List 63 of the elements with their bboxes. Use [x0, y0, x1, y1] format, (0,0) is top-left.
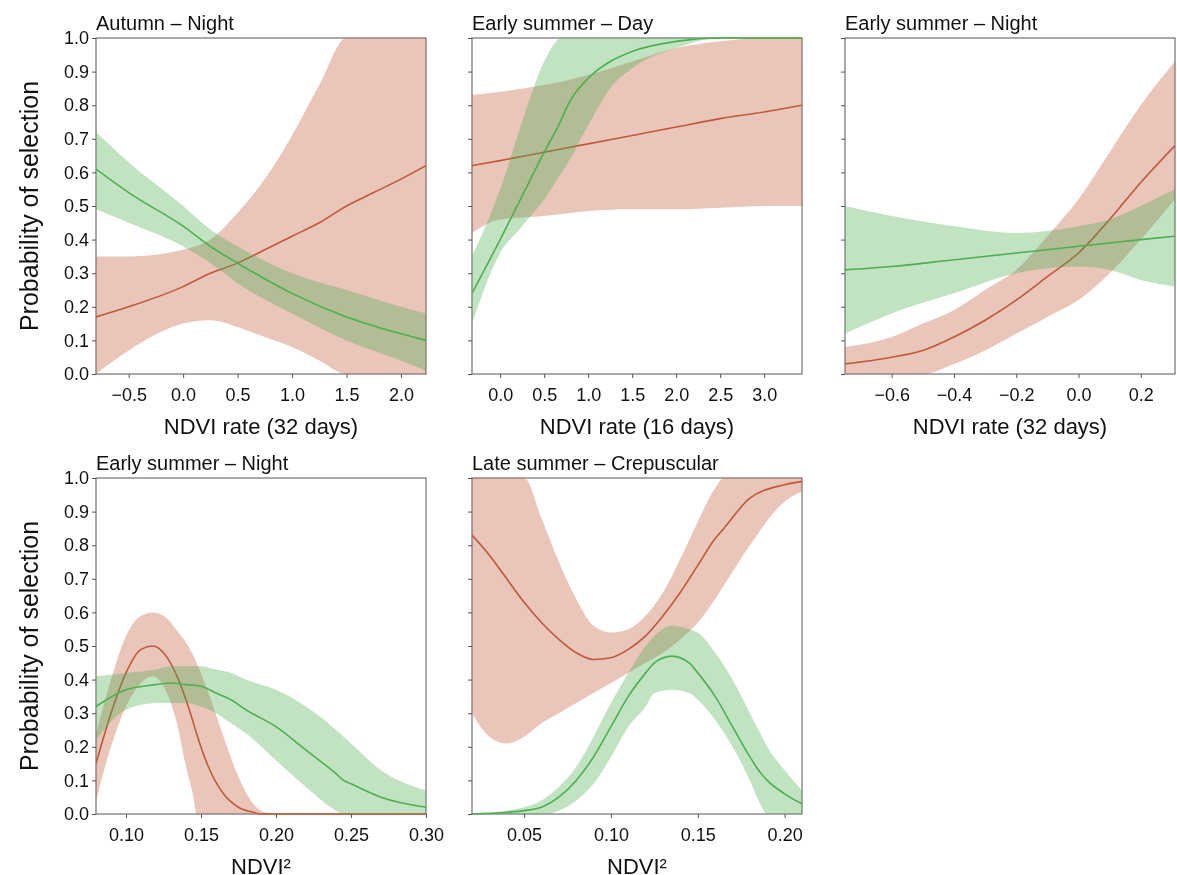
x-axis-title: NDVI rate (32 days) [163, 414, 359, 439]
x-tick-label: 2.0 [388, 384, 414, 405]
y-axis-title: Probability of selection [15, 520, 43, 772]
x-tick-label: 1.0 [280, 384, 306, 405]
y-tick-label: 0.6 [63, 602, 89, 623]
y-tick-label: 0.1 [63, 330, 89, 351]
y-tick-label: 0.3 [63, 703, 89, 724]
x-tick-label: 1.0 [576, 384, 602, 405]
x-tick-label: 1.5 [620, 384, 646, 405]
y-axis-title: Probability of selection [15, 80, 43, 332]
y-tick-label: 0.0 [63, 804, 89, 825]
y-tick-label: 0.2 [63, 297, 89, 318]
x-tick-label: 0.30 [408, 824, 445, 845]
x-tick-label: 0.10 [108, 824, 145, 845]
line-series [96, 168, 426, 342]
x-axis-title: NDVI² [607, 854, 667, 875]
y-tick-label: 0.8 [63, 535, 89, 556]
y-tick-label: 0.5 [63, 636, 89, 657]
chart-title: Early summer – Night [845, 12, 1038, 34]
x-tick-label: 0.2 [1128, 384, 1154, 405]
y-tick-label: 0.4 [63, 669, 89, 690]
x-tick-label: 0.15 [680, 824, 716, 845]
y-tick-label: 0.6 [63, 162, 89, 183]
x-tick-label: 0.20 [258, 824, 295, 845]
y-tick-label: 0.9 [63, 61, 89, 82]
x-tick-label: 0.10 [593, 824, 629, 845]
x-tick-label: 0.15 [183, 824, 220, 845]
x-tick-label: −0.5 [111, 384, 147, 405]
x-tick-label: 3.0 [752, 384, 778, 405]
x-tick-label: 0.0 [1066, 384, 1092, 405]
x-axis-title: NDVI² [231, 854, 291, 875]
y-tick-label: 1.0 [63, 28, 89, 49]
x-tick-label: 0.0 [171, 384, 197, 405]
x-tick-label: 0.25 [333, 824, 370, 845]
x-tick-label: 2.0 [664, 384, 690, 405]
y-tick-label: 0.2 [63, 737, 89, 758]
x-tick-label: −0.4 [936, 384, 973, 405]
x-tick-label: 0.5 [225, 384, 251, 405]
y-tick-label: 0.8 [63, 95, 89, 116]
y-tick-label: 0.1 [63, 770, 89, 791]
chart-title: Late summer – Crepuscular [472, 452, 720, 474]
x-tick-label: −0.6 [874, 384, 910, 405]
y-tick-label: 0.0 [63, 364, 89, 385]
chart-title: Early summer – Day [472, 12, 654, 34]
x-tick-label: 0.20 [767, 824, 803, 845]
y-tick-label: 0.7 [63, 129, 89, 150]
x-tick-label: −0.2 [998, 384, 1035, 405]
y-tick-label: 1.0 [63, 468, 89, 489]
y-tick-label: 0.4 [63, 229, 89, 250]
line-series [96, 164, 426, 318]
x-axis-title: NDVI rate (16 days) [539, 414, 735, 439]
y-tick-label: 0.3 [63, 263, 89, 284]
chart-title: Autumn – Night [96, 12, 235, 34]
x-tick-label: 0.5 [532, 384, 558, 405]
x-tick-label: 2.5 [708, 384, 734, 405]
chart-title: Early summer – Night [96, 452, 289, 474]
y-tick-label: 0.9 [63, 501, 89, 522]
y-tick-label: 0.5 [63, 196, 89, 217]
y-tick-label: 0.7 [63, 569, 89, 590]
x-axis-title: NDVI rate (32 days) [912, 414, 1108, 439]
x-tick-label: 0.05 [507, 824, 543, 845]
x-tick-label: 0.0 [488, 384, 514, 405]
x-tick-label: 1.5 [334, 384, 360, 405]
